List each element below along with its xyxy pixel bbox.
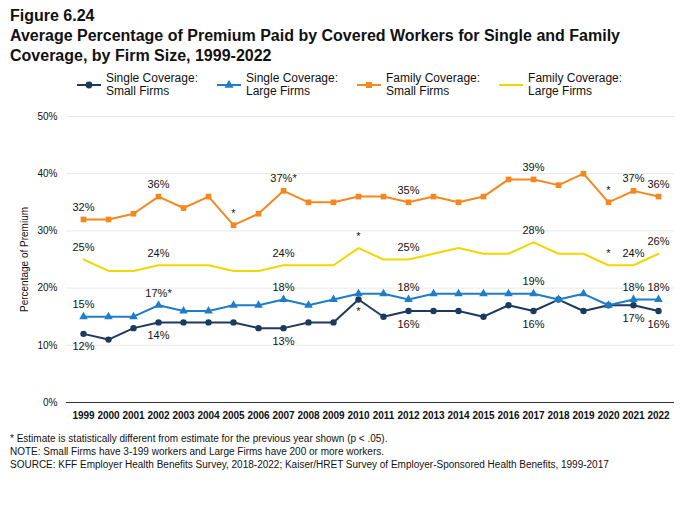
svg-text:25%: 25% — [72, 241, 94, 253]
svg-text:*: * — [356, 230, 361, 242]
html-text:SOURCE: KFF Employer Health Be: SOURCE: KFF Employer Health Benefits Sur… — [10, 459, 609, 470]
svg-text:25%: 25% — [397, 241, 419, 253]
svg-text:2021: 2021 — [622, 410, 645, 421]
svg-text:*: * — [606, 247, 611, 259]
svg-text:2004: 2004 — [197, 410, 220, 421]
svg-text:2019: 2019 — [572, 410, 595, 421]
svg-text:2009: 2009 — [322, 410, 345, 421]
svg-text:17%: 17% — [622, 312, 644, 324]
svg-text:1999: 1999 — [72, 410, 95, 421]
svg-text:13%: 13% — [272, 335, 294, 347]
svg-text:Percentage of Premium: Percentage of Premium — [19, 207, 30, 312]
html-text:Small Firms: Small Firms — [105, 84, 170, 98]
svg-text:12%: 12% — [72, 340, 94, 352]
svg-text:2015: 2015 — [472, 410, 495, 421]
html-text:Large Firms: Large Firms — [246, 84, 310, 98]
html-text:Family Coverage:: Family Coverage: — [386, 71, 481, 85]
html-text:Single Coverage:: Single Coverage: — [246, 71, 338, 85]
svg-text:24%: 24% — [147, 247, 169, 259]
svg-text:18%: 18% — [647, 281, 669, 293]
svg-text:18%: 18% — [272, 281, 294, 293]
svg-text:*: * — [356, 305, 361, 317]
html-text:Single Coverage:: Single Coverage: — [105, 71, 198, 85]
svg-text:20%: 20% — [37, 282, 57, 293]
svg-text:16%: 16% — [397, 318, 419, 330]
svg-text:40%: 40% — [37, 168, 57, 179]
svg-text:32%: 32% — [72, 201, 94, 213]
svg-text:0%: 0% — [43, 397, 58, 408]
svg-text:19%: 19% — [522, 275, 544, 287]
svg-text:2002: 2002 — [147, 410, 170, 421]
svg-text:2006: 2006 — [247, 410, 270, 421]
svg-text:36%: 36% — [147, 178, 169, 190]
svg-text:24%: 24% — [272, 247, 294, 259]
svg-text:2007: 2007 — [272, 410, 295, 421]
html-text:Large Firms: Large Firms — [528, 84, 593, 98]
svg-text:2020: 2020 — [597, 410, 620, 421]
svg-text:2018: 2018 — [547, 410, 570, 421]
svg-text:2017: 2017 — [522, 410, 545, 421]
svg-text:2005: 2005 — [222, 410, 245, 421]
svg-text:37%: 37% — [622, 172, 644, 184]
svg-text:10%: 10% — [37, 340, 57, 351]
svg-text:18%: 18% — [622, 281, 644, 293]
svg-text:2016: 2016 — [497, 410, 520, 421]
svg-text:26%: 26% — [647, 235, 669, 247]
svg-text:2010: 2010 — [347, 410, 370, 421]
svg-text:2013: 2013 — [422, 410, 445, 421]
svg-text:35%: 35% — [397, 184, 419, 196]
svg-text:17%*: 17%* — [145, 287, 172, 299]
html-text:Figure 6.24: Figure 6.24 — [10, 7, 95, 24]
svg-text:39%: 39% — [522, 161, 544, 173]
svg-text:36%: 36% — [647, 178, 669, 190]
svg-text:2000: 2000 — [97, 410, 120, 421]
svg-text:15%: 15% — [72, 298, 94, 310]
svg-text:2012: 2012 — [397, 410, 420, 421]
svg-text:37%*: 37%* — [270, 172, 297, 184]
html-text:Average Percentage of Premium: Average Percentage of Premium Paid by Co… — [10, 27, 620, 64]
svg-text:2014: 2014 — [447, 410, 470, 421]
svg-text:14%: 14% — [147, 329, 169, 341]
svg-text:24%: 24% — [622, 247, 644, 259]
html-text:Family Coverage:: Family Coverage: — [528, 71, 623, 85]
svg-text:16%: 16% — [522, 318, 544, 330]
svg-text:30%: 30% — [37, 225, 57, 236]
html-text:NOTE: Small Firms have 3-199 w: NOTE: Small Firms have 3-199 workers and… — [10, 446, 384, 457]
svg-text:18%: 18% — [397, 281, 419, 293]
svg-text:16%: 16% — [647, 318, 669, 330]
svg-text:2011: 2011 — [373, 410, 395, 421]
html-text:* Estimate is statistically di: * Estimate is statistically different fr… — [10, 433, 388, 444]
svg-text:2008: 2008 — [297, 410, 320, 421]
svg-text:*: * — [231, 207, 236, 219]
svg-text:2022: 2022 — [647, 410, 670, 421]
svg-text:2001: 2001 — [122, 410, 145, 421]
svg-text:50%: 50% — [37, 111, 57, 122]
svg-text:2003: 2003 — [172, 410, 195, 421]
svg-text:*: * — [606, 184, 611, 196]
svg-text:28%: 28% — [522, 224, 544, 236]
html-text:Small Firms: Small Firms — [386, 84, 450, 98]
